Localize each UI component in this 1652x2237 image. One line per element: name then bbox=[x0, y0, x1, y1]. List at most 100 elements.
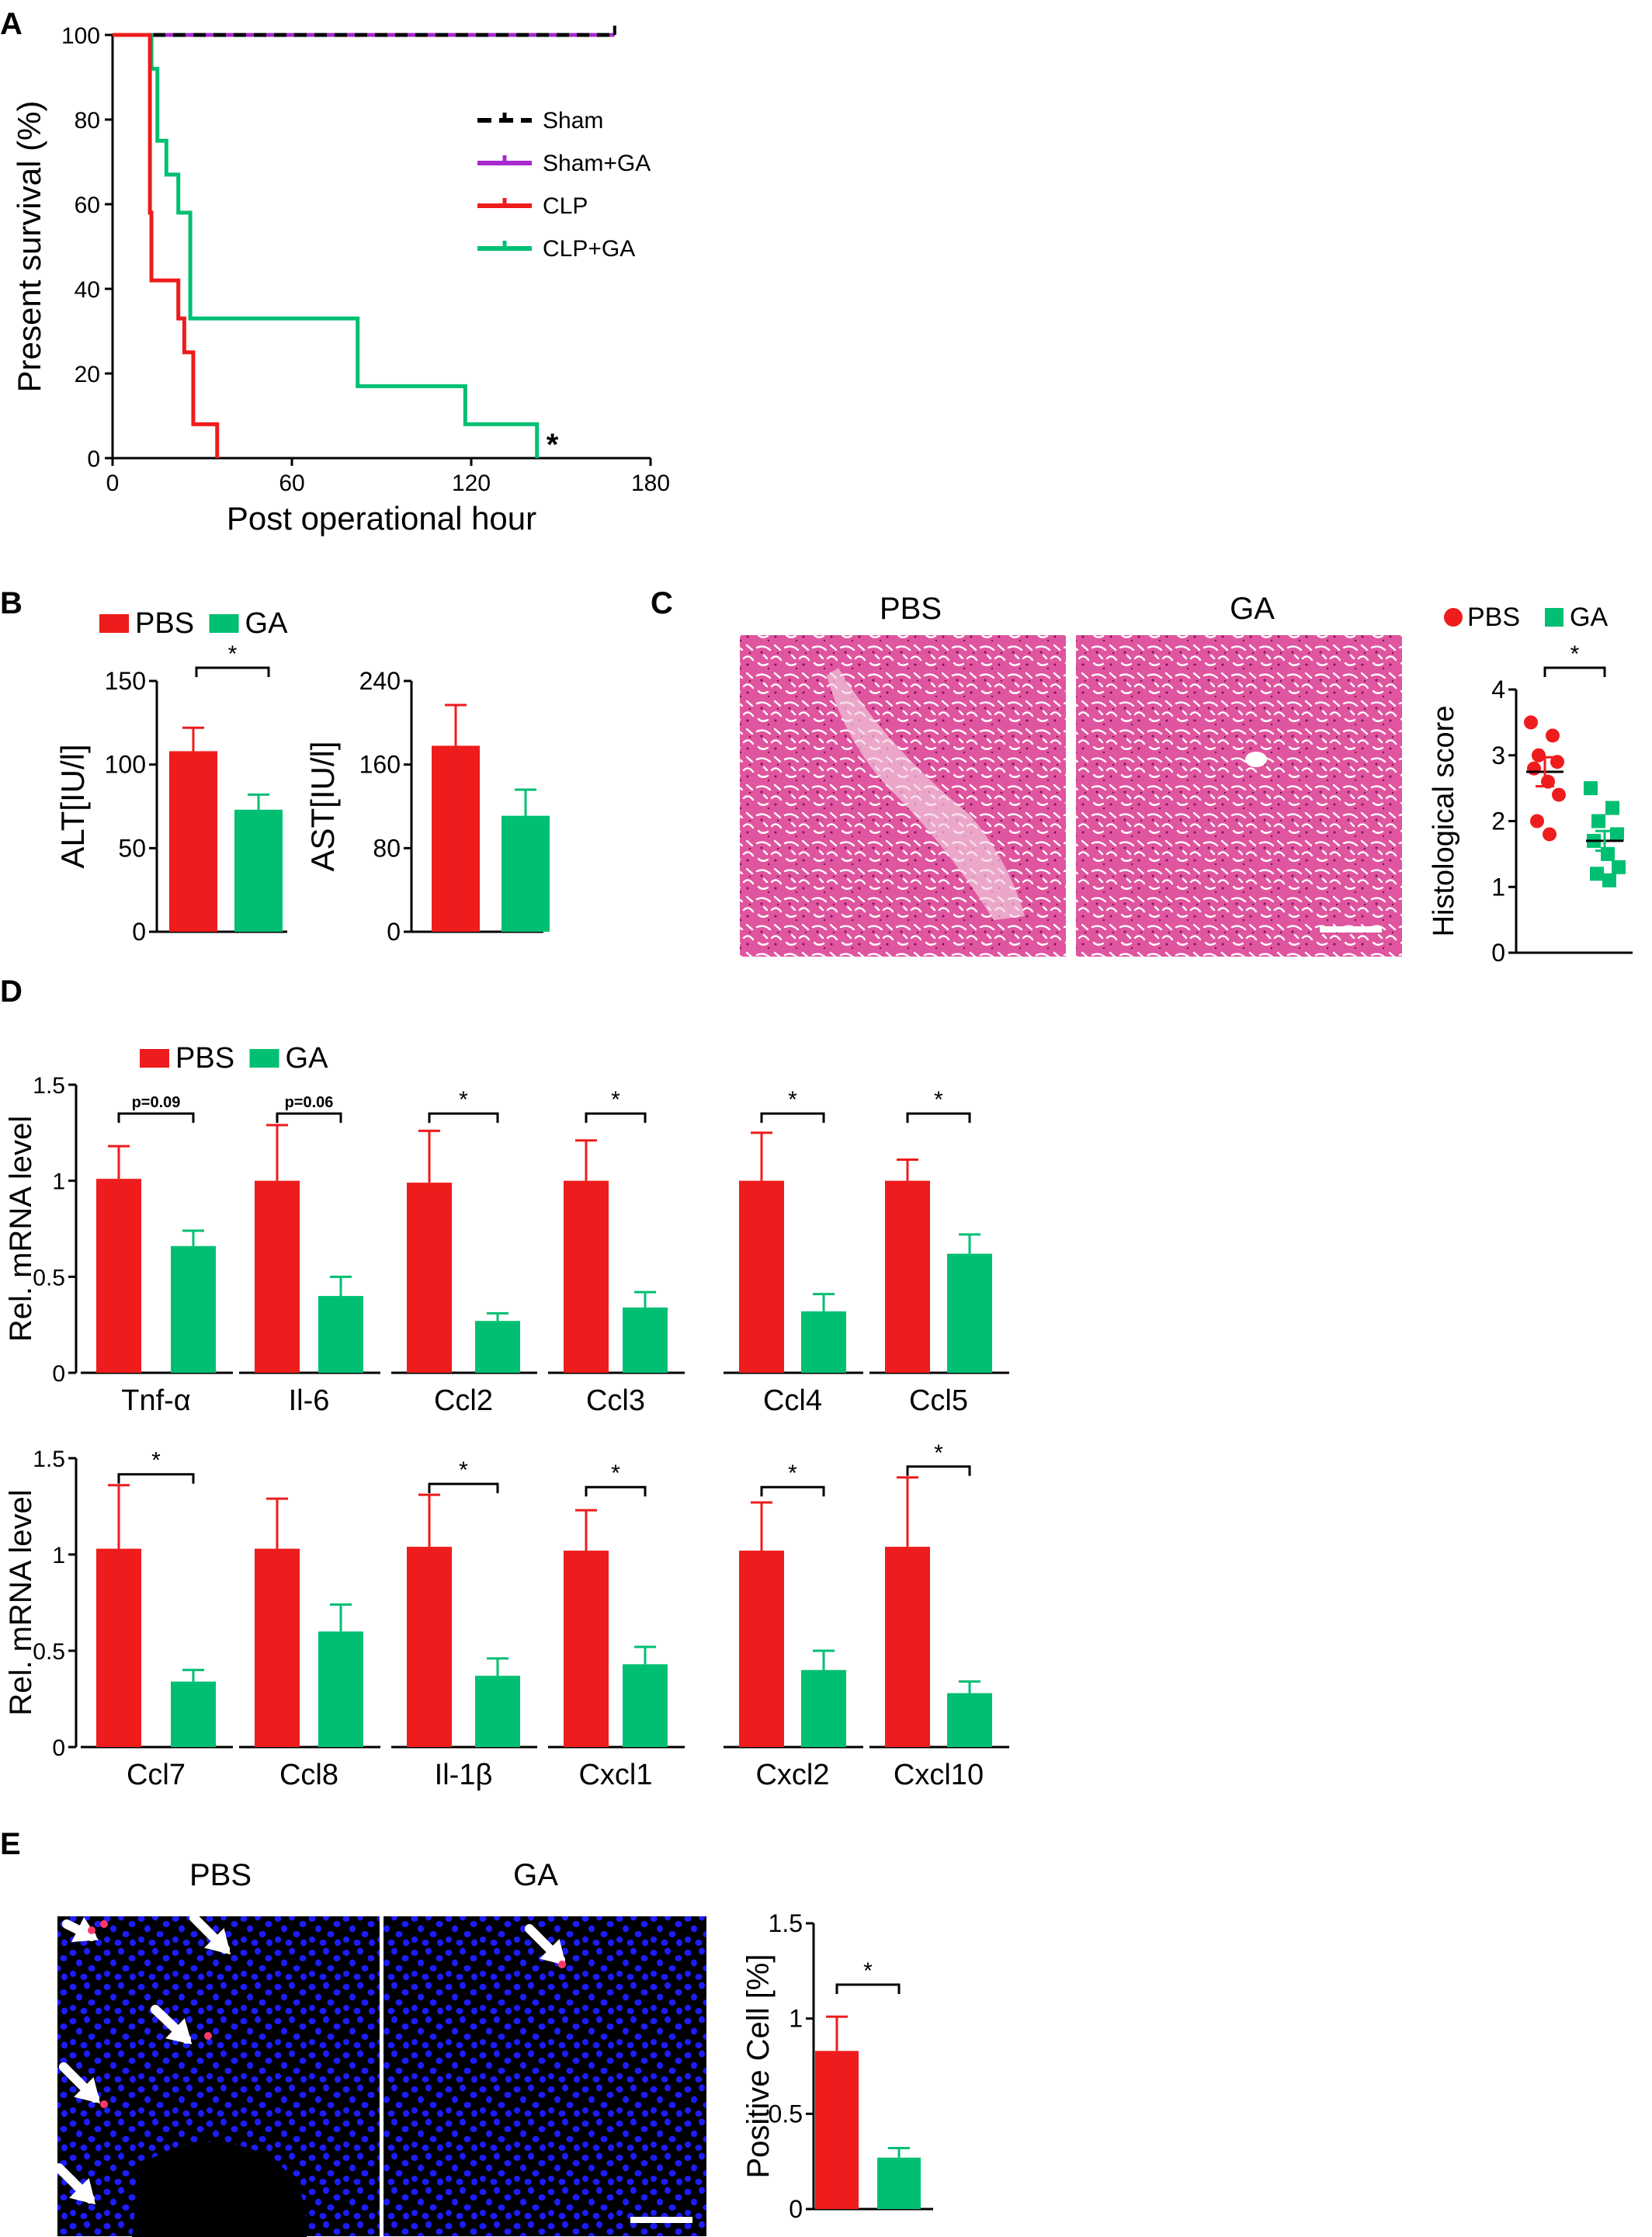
y-tick-label: 0.5 bbox=[769, 2100, 803, 2128]
y-axis-label: Rel. mRNA level bbox=[4, 1489, 38, 1715]
legend-swatch bbox=[140, 1049, 169, 1068]
bar bbox=[96, 1179, 141, 1373]
significance-bracket bbox=[276, 1112, 342, 1124]
significance-label: * bbox=[459, 1457, 468, 1483]
data-point bbox=[1610, 827, 1624, 842]
category-label: Ccl7 bbox=[127, 1759, 186, 1791]
panel-letter-b: B bbox=[0, 586, 23, 620]
he-image-ga bbox=[1076, 635, 1402, 957]
data-point bbox=[1543, 827, 1557, 842]
bar bbox=[801, 1311, 846, 1373]
survival-line-clp-plus-ga bbox=[113, 33, 540, 458]
data-point bbox=[1605, 801, 1619, 815]
bar bbox=[255, 1180, 300, 1373]
y-axis-label: Positive Cell [%] bbox=[741, 1954, 776, 2179]
y-tick-label: 1 bbox=[52, 1169, 65, 1195]
y-tick-label: 1.5 bbox=[33, 1447, 65, 1472]
legend-label: PBS bbox=[135, 607, 194, 640]
y-tick-label: 0 bbox=[132, 918, 146, 946]
y-tick-label: 0 bbox=[789, 2195, 803, 2223]
bar bbox=[947, 1253, 992, 1373]
bar bbox=[475, 1321, 520, 1373]
histological-score-chart: 0 1 2 3 4 Histological score * bbox=[1428, 641, 1633, 967]
bar bbox=[623, 1664, 668, 1747]
y-axis-label: Histological score bbox=[1428, 706, 1460, 937]
significance-label: * bbox=[934, 1440, 943, 1466]
legend-label: PBS bbox=[175, 1042, 234, 1075]
data-point bbox=[1590, 867, 1604, 881]
significance-label: * bbox=[788, 1087, 797, 1113]
bar bbox=[96, 1548, 141, 1747]
significance-bracket bbox=[585, 1112, 647, 1124]
significance-label: * bbox=[611, 1087, 620, 1113]
legend-swatch bbox=[249, 1049, 279, 1068]
positive-cell-dot bbox=[100, 2100, 108, 2108]
significance-bracket bbox=[760, 1485, 825, 1497]
bar bbox=[739, 1180, 784, 1373]
bar bbox=[407, 1183, 452, 1373]
significance-label: * bbox=[863, 1958, 873, 1984]
image-label-ga-c: GA bbox=[1230, 592, 1275, 626]
x-axis-label: Post operational hour bbox=[227, 500, 536, 537]
data-point bbox=[1532, 748, 1546, 762]
data-point bbox=[1530, 814, 1544, 828]
bar bbox=[564, 1180, 609, 1373]
significance-label: * bbox=[788, 1461, 797, 1486]
y-tick-label: 50 bbox=[118, 834, 146, 862]
significance-bracket bbox=[195, 666, 270, 677]
significance-bracket bbox=[585, 1485, 647, 1497]
ast-bar-chart: 0 80 160 240 AST[IU/l] bbox=[304, 667, 550, 946]
bar bbox=[255, 1548, 300, 1747]
white-arrow-head bbox=[165, 2018, 193, 2044]
significance-bracket bbox=[835, 1983, 901, 1994]
y-tick-label: 40 bbox=[75, 277, 100, 303]
bar bbox=[947, 1693, 992, 1747]
y-tick-label: 240 bbox=[359, 667, 401, 695]
significance-bracket bbox=[117, 1112, 195, 1124]
legend-label: PBS bbox=[1467, 603, 1520, 632]
data-point bbox=[1584, 781, 1598, 796]
significance-bracket bbox=[906, 1112, 971, 1124]
bar bbox=[407, 1547, 452, 1747]
positive-cell-dot bbox=[558, 1961, 566, 1968]
survival-line-clp bbox=[113, 33, 220, 458]
legend-swatch bbox=[99, 614, 129, 633]
data-point bbox=[1524, 715, 1538, 730]
y-tick-label: 0 bbox=[387, 918, 401, 946]
arrows-layer bbox=[54, 1913, 567, 2205]
legend-swatch bbox=[209, 614, 239, 633]
positive-cell-dot bbox=[88, 1926, 95, 1934]
he-vessel-region bbox=[827, 668, 1025, 920]
y-axis-label: Present survival (%) bbox=[11, 101, 47, 393]
y-tick-label: 20 bbox=[75, 362, 100, 387]
bar bbox=[877, 2157, 921, 2209]
y-tick-label: 1 bbox=[789, 2005, 803, 2033]
significance-label: * bbox=[611, 1461, 620, 1486]
significance-label: * bbox=[934, 1087, 943, 1113]
significance-bracket bbox=[906, 1465, 971, 1476]
significance-star: * bbox=[547, 428, 559, 462]
y-tick-label: 60 bbox=[75, 193, 100, 218]
x-tick-label: 180 bbox=[631, 471, 670, 496]
y-tick-label: 150 bbox=[105, 667, 146, 695]
white-arrow-head bbox=[204, 1928, 231, 1955]
legend-d: PBS GA bbox=[140, 1042, 328, 1075]
significance-bracket bbox=[760, 1112, 825, 1124]
mrna-chart-bottom: 0 0.5 1 1.5 Rel. mRNA level Ccl7 * Ccl8 Il-1β * Cx… bbox=[4, 1440, 1009, 1791]
survival-chart: 0 20 40 60 80 100 0 60 120 180 Post operational ho… bbox=[11, 23, 670, 537]
data-point bbox=[1527, 761, 1541, 776]
x-tick-label: 60 bbox=[279, 471, 304, 496]
image-label-pbs-c: PBS bbox=[880, 592, 942, 626]
category-label: Il-1β bbox=[435, 1759, 493, 1791]
y-tick-label: 2 bbox=[1491, 808, 1505, 835]
positive-cell-dot bbox=[100, 1920, 108, 1928]
bar bbox=[234, 809, 283, 932]
category-label: Cxcl2 bbox=[755, 1759, 829, 1791]
data-point bbox=[1591, 814, 1605, 828]
positive-cell-chart: 0 0.5 1 1.5 Positive Cell [%] * bbox=[741, 1909, 933, 2223]
y-tick-label: 0 bbox=[52, 1361, 65, 1387]
y-tick-label: 0.5 bbox=[33, 1265, 65, 1290]
legend-label: GA bbox=[1570, 603, 1608, 632]
panel-letter-a: A bbox=[0, 7, 23, 41]
